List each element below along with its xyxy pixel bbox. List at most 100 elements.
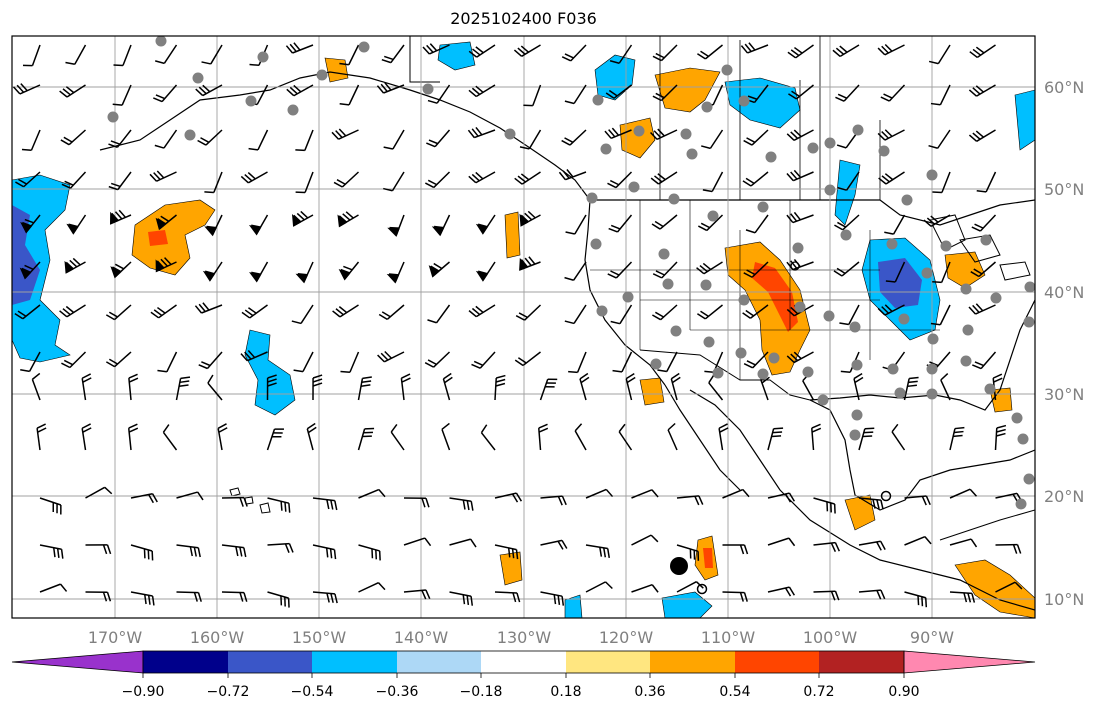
wind-barb	[880, 84, 906, 102]
wind-barb	[357, 427, 375, 451]
contour-darkblue-midwest	[878, 258, 922, 308]
coastline-alaska-canada	[99, 71, 591, 201]
lon-label: 100°W	[803, 628, 858, 647]
wind-barb	[59, 304, 86, 318]
wind-barb	[383, 171, 405, 192]
colorbar-segment	[312, 651, 397, 673]
wind-barb	[468, 44, 496, 58]
station-marker	[600, 143, 612, 155]
station-marker	[960, 355, 972, 367]
wind-barb	[786, 211, 814, 224]
wind-barb	[248, 214, 269, 236]
wind-barb	[972, 351, 997, 370]
wind-barb	[424, 351, 451, 368]
wind-barb	[221, 544, 247, 558]
wind-barb	[670, 372, 681, 401]
wind-barb	[109, 209, 132, 225]
wind-barb	[471, 351, 496, 369]
wind-barb	[266, 428, 284, 451]
station-marker	[670, 325, 682, 337]
wind-barb	[442, 372, 453, 401]
wind-barb	[718, 423, 729, 451]
wind-barb	[338, 261, 360, 281]
wind-barb	[928, 44, 951, 65]
wind-barb	[217, 423, 228, 451]
wind-barb	[786, 129, 814, 141]
colorbar-segment	[566, 651, 650, 673]
contour-red-rockies	[752, 262, 798, 332]
colorbar-segment	[481, 651, 566, 673]
wind-barb	[386, 261, 405, 284]
station-marker	[849, 321, 861, 333]
station-marker	[886, 238, 898, 250]
wind-barb	[295, 129, 314, 152]
wind-barb	[468, 84, 496, 98]
station-marker	[1015, 498, 1027, 510]
wind-barb	[339, 84, 360, 106]
station-marker	[107, 111, 119, 123]
station-marker	[586, 192, 598, 204]
wind-barb	[667, 422, 678, 451]
station-marker	[1017, 433, 1029, 445]
wind-barb	[431, 214, 451, 237]
wind-barb	[564, 261, 587, 281]
wind-barb	[197, 129, 223, 146]
wind-barb	[697, 304, 723, 320]
wind-barb	[813, 590, 840, 601]
wind-barb	[105, 351, 132, 368]
wind-barb	[702, 171, 724, 193]
colorbar-ticks	[142, 673, 905, 678]
wind-barb	[293, 351, 314, 373]
latitude-labels: 60°N 50°N 40°N 30°N 20°N 10°N	[1044, 78, 1084, 609]
gridlines	[12, 36, 1035, 618]
station-marker	[807, 142, 819, 154]
colorbar-tick-label: 0.54	[719, 684, 750, 700]
border-alaska-canada	[409, 36, 440, 83]
station-marker	[1023, 473, 1035, 485]
station-marker	[662, 278, 674, 290]
lat-label: 50°N	[1044, 180, 1084, 199]
wind-barb	[240, 349, 268, 362]
wind-barb	[767, 427, 784, 451]
wind-barb	[853, 372, 864, 401]
wind-barb	[676, 544, 700, 561]
wind-barb	[788, 84, 814, 100]
lon-label: 170°W	[88, 628, 143, 647]
lon-label: 90°W	[910, 628, 954, 647]
station-marker	[894, 387, 906, 399]
station-marker	[650, 358, 662, 370]
contour-blue-south-2	[564, 594, 583, 618]
wind-barb	[295, 171, 314, 194]
wind-barb	[519, 256, 541, 271]
contour-orange-gulf	[844, 494, 876, 531]
wind-barb	[786, 351, 814, 364]
station-marker	[921, 267, 933, 279]
wind-barb	[249, 261, 269, 283]
wind-barb	[81, 373, 92, 401]
station-marker	[668, 193, 680, 205]
wind-barb	[149, 170, 177, 182]
wind-barb	[722, 544, 749, 555]
wind-barb	[285, 42, 314, 54]
wind-barb	[607, 171, 633, 189]
wind-barb	[150, 304, 177, 319]
station-marker	[738, 95, 750, 107]
wind-barb	[708, 374, 724, 401]
station-marker	[926, 169, 938, 181]
coastline-baja	[664, 384, 741, 491]
contour-blue-plains	[834, 159, 861, 226]
wind-barb	[204, 214, 223, 237]
station-marker	[701, 101, 713, 113]
wind-barb	[813, 541, 841, 552]
positive-contours	[131, 57, 1035, 618]
wind-barb	[267, 497, 291, 513]
station-marker	[184, 129, 196, 141]
wind-barb	[650, 171, 678, 185]
wind-barb	[248, 129, 269, 151]
contour-orange-offshore	[504, 211, 521, 259]
wind-barb	[949, 488, 978, 499]
colorbar-tick-label: 0.72	[803, 684, 834, 700]
wind-barb	[786, 169, 814, 182]
wind-barb	[312, 374, 323, 401]
wind-barb	[427, 304, 451, 324]
